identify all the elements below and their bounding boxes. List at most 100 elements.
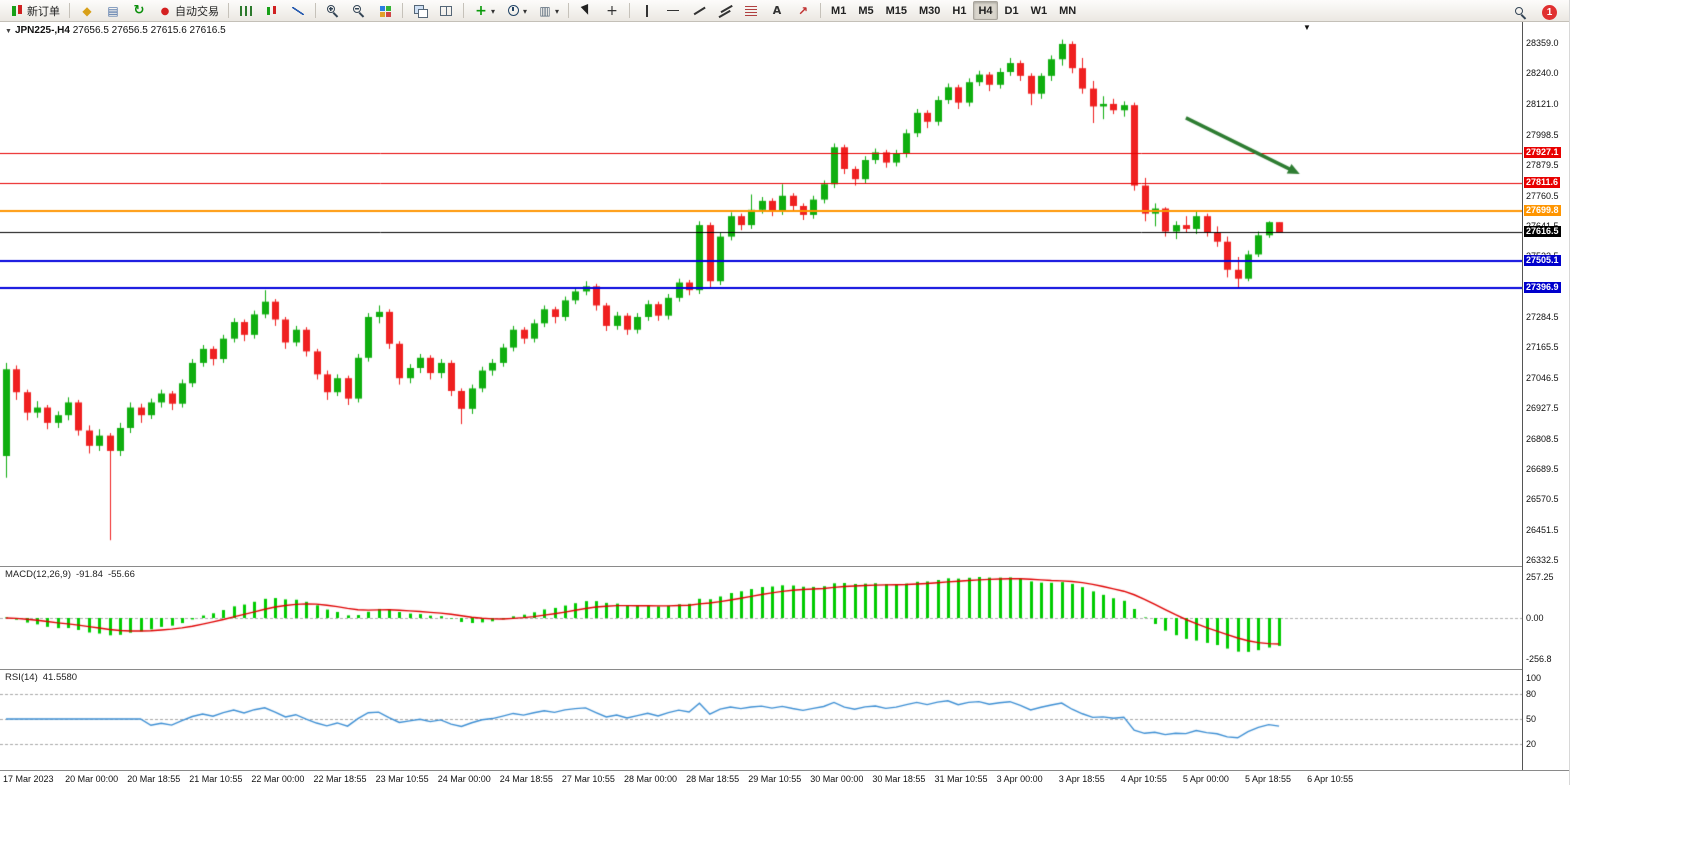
rsi-axis[interactable]: 100 80 50 20 [1524, 670, 1568, 770]
time-axis-label: 3 Apr 18:55 [1058, 774, 1105, 784]
toolbar-separator [463, 3, 464, 18]
price-panel: ▼ JPN225-,H4 27656.5 27656.5 27615.6 2761… [0, 22, 1522, 566]
macd-axis[interactable]: 257.25 0.00 -256.8 [1524, 567, 1568, 669]
button-label: MN [1059, 4, 1077, 17]
timeframe-m15[interactable]: M15 [881, 1, 912, 20]
data-window-button[interactable] [101, 1, 125, 20]
timeframe-w1[interactable]: W1 [1026, 1, 1053, 20]
price-tick: 26927.5 [1526, 403, 1559, 414]
price-line-label: 27505.1 [1524, 254, 1561, 266]
price-axis[interactable]: 28359.0 28240.0 28121.0 27998.5 27879.5 27760… [1524, 22, 1568, 566]
templates-button[interactable] [533, 1, 563, 20]
price-tick: 28359.0 [1526, 37, 1559, 48]
price-line-label: 27616.5 [1524, 226, 1561, 238]
macd-tick: -256.8 [1526, 653, 1552, 664]
cascade-windows-button[interactable] [408, 1, 432, 20]
expand-triangle-icon[interactable]: ▼ [5, 28, 12, 35]
new-order-button[interactable]: 新订单 [5, 1, 64, 20]
refresh-button[interactable] [127, 1, 151, 20]
rsi-tick: 50 [1526, 714, 1537, 724]
timeframe-m30[interactable]: M30 [914, 1, 945, 20]
text-label-button[interactable] [765, 1, 789, 20]
arrows-button[interactable] [791, 1, 815, 20]
time-axis-label: 21 Mar 10:55 [189, 774, 243, 784]
price-tick: 27284.5 [1526, 312, 1559, 323]
tile-windows-button[interactable] [373, 1, 397, 20]
timeframe-m5[interactable]: M5 [853, 1, 878, 20]
tile-icon [438, 3, 454, 19]
toolbar-group-objects [634, 1, 816, 20]
toolbar: 1 新订单 自动交易 M1 M5 M15 M30 H1 H4 D1 W1 MN [0, 0, 1569, 22]
price-tick: 27760.5 [1526, 190, 1559, 201]
toolbar-group-chart-type [233, 1, 311, 20]
time-axis-label: 24 Mar 00:00 [437, 774, 491, 784]
timeframe-mn[interactable]: MN [1054, 1, 1081, 20]
market-button[interactable] [75, 1, 99, 20]
indicators-button[interactable] [469, 1, 499, 20]
notification-badge[interactable]: 1 [1542, 5, 1557, 20]
rsi-label: RSI(14) 41.5580 [5, 672, 82, 683]
macd-canvas[interactable] [0, 567, 1522, 669]
time-axis[interactable]: 17 Mar 2023 20 Mar 00:00 20 Mar 18:55 21 Ma… [0, 770, 1569, 787]
text-icon [769, 3, 785, 19]
horizontal-line-button[interactable] [661, 1, 685, 20]
macd-value-signal: -55.66 [107, 569, 135, 580]
time-axis-label: 30 Mar 18:55 [872, 774, 926, 784]
timeframe-h4[interactable]: H4 [973, 1, 998, 20]
chart-shift-marker[interactable]: ▼ [1303, 23, 1311, 32]
price-tick: 26451.5 [1526, 524, 1559, 535]
bar-chart-button[interactable] [234, 1, 258, 20]
price-line-label: 27699.8 [1524, 205, 1561, 217]
rsi-canvas[interactable] [0, 670, 1522, 770]
clock-icon [505, 3, 521, 19]
time-axis-label: 22 Mar 00:00 [251, 774, 305, 784]
button-label: M1 [831, 4, 847, 17]
zoom-in-button[interactable] [321, 1, 345, 20]
toolbar-group-arrange [407, 1, 459, 20]
vertical-line-button[interactable] [635, 1, 659, 20]
button-label: 自动交易 [175, 5, 219, 18]
rsi-tick: 100 [1526, 673, 1542, 683]
chart-window: ▼ JPN225-,H4 27656.5 27656.5 27615.6 2761… [0, 22, 1569, 787]
candlestick-chart-button[interactable] [260, 1, 284, 20]
rsi-panel: RSI(14) 41.5580 [0, 669, 1522, 770]
toolbar-right: 1 [1508, 3, 1557, 22]
timeframe-m1[interactable]: M1 [826, 1, 851, 20]
tile-horizontal-button[interactable] [434, 1, 458, 20]
toolbar-separator [315, 3, 316, 18]
auto-trading-button[interactable]: 自动交易 [153, 1, 223, 20]
search-button[interactable] [1509, 3, 1533, 22]
refresh-icon [131, 3, 147, 19]
button-label: W1 [1030, 4, 1048, 17]
channel-button[interactable] [713, 1, 737, 20]
zoom-out-button[interactable] [347, 1, 371, 20]
dropdown-caret-icon [523, 5, 527, 17]
toolbar-separator [228, 3, 229, 18]
toolbar-group-order: 新订单 [4, 1, 65, 20]
trendline-button[interactable] [687, 1, 711, 20]
line-chart-button[interactable] [286, 1, 310, 20]
crosshair-button[interactable] [600, 1, 624, 20]
price-tick: 26570.5 [1526, 494, 1559, 505]
time-axis-label: 3 Apr 00:00 [996, 774, 1043, 784]
time-axis-label: 24 Mar 18:55 [499, 774, 553, 784]
chart-title-symbol: JPN225-,H4 [14, 25, 70, 36]
macd-name: MACD(12,26,9) [5, 569, 71, 580]
periods-button[interactable] [501, 1, 531, 20]
timeframe-d1[interactable]: D1 [1000, 1, 1024, 20]
fibonacci-button[interactable] [739, 1, 763, 20]
time-axis-label: 6 Apr 10:55 [1307, 774, 1354, 784]
toolbar-separator [69, 3, 70, 18]
timeframe-h1[interactable]: H1 [947, 1, 971, 20]
toolbar-group-zoom [320, 1, 398, 20]
time-axis-label: 4 Apr 10:55 [1120, 774, 1167, 784]
diamond-icon [79, 3, 95, 19]
button-label: H4 [978, 4, 993, 17]
mt4-terminal-window: 1 新订单自动交易M1M5M15M30H1H4D1W1MN ▼JPN225-,H… [0, 0, 1570, 785]
time-axis-label: 20 Mar 18:55 [127, 774, 181, 784]
time-axis-label: 29 Mar 10:55 [748, 774, 802, 784]
cursor-button[interactable] [574, 1, 598, 20]
fibo-icon [743, 3, 759, 19]
rsi-name: RSI(14) [5, 672, 38, 683]
price-chart-canvas[interactable] [0, 22, 1522, 566]
